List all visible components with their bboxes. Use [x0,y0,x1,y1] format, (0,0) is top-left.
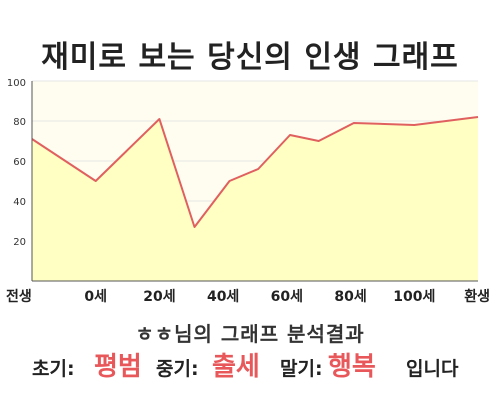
y-tick-label: 40 [13,197,26,208]
y-tick-label: 60 [13,157,26,168]
early-value: 평범 [94,352,142,382]
y-tick-label: 80 [13,117,26,128]
y-tick-label: 100 [7,78,26,89]
middle-value: 출세 [212,352,260,382]
x-tick-label: 80세 [334,289,366,305]
ending-text: 입니다 [406,358,459,380]
x-tick-label: 20세 [143,289,175,305]
middle-label: 중기: [156,358,199,380]
early-label: 초기: [32,358,75,380]
y-tick-labels: 20 40 60 80 100 [7,78,26,248]
page-title: 재미로 보는 당신의 인생 그래프 [41,40,459,75]
x-tick-label: 40세 [207,289,239,305]
x-tick-label: 60세 [271,289,303,305]
x-tick-labels: 전생 0세 20세 40세 60세 80세 100세 환생 [6,288,490,305]
late-label: 말기: [280,358,323,380]
late-value: 행복 [328,352,376,382]
x-tick-label: 100세 [393,289,435,305]
y-tick-label: 20 [13,237,26,248]
area-fill [32,117,478,281]
life-graph-chart: 20 40 60 80 100 전생 0세 20세 40세 60세 80세 100세 환생 [6,78,490,305]
x-tick-label: 전생 [6,288,32,305]
x-tick-label: 0세 [84,289,107,305]
series-line [31,116,479,228]
x-tick-label: 환생 [464,288,490,305]
axes [31,81,478,282]
analysis-result-line: 초기: 평범 중기: 출세 말기: 행복 입니다 [0,344,500,384]
analysis-title: ㅎㅎ님의 그래프 분석결과 [135,322,365,346]
